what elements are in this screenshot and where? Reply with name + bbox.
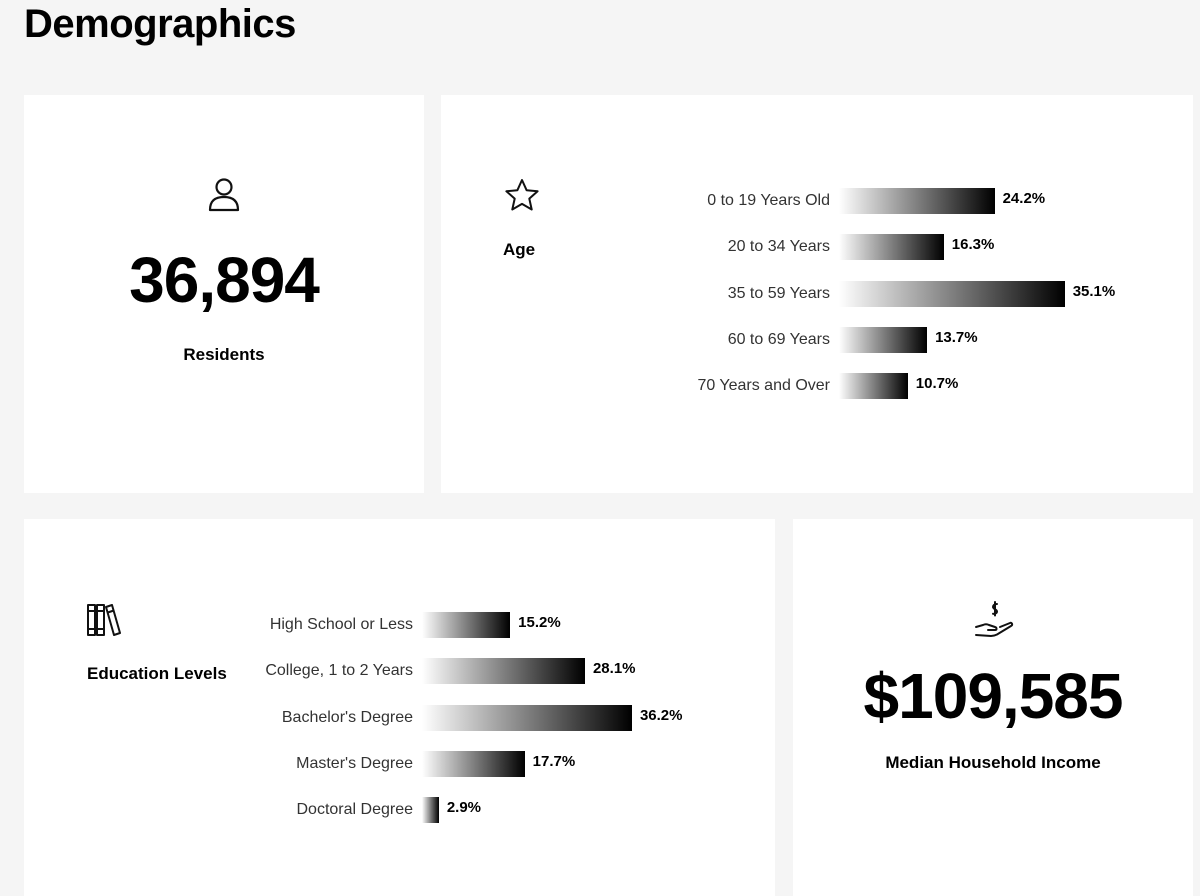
age-value-label: 24.2% [1002,190,1046,207]
age-category-label: 20 to 34 Years [727,238,830,256]
age-value-label: 35.1% [1072,282,1116,300]
education-value-label: 15.2% [518,614,561,631]
education-bar [422,750,525,777]
income-value: $109,585 [863,660,1124,732]
residents-card: 36,894 Residents [24,95,424,493]
education-value-label: 28.1% [592,660,636,678]
education-chart-title: Education Levels [87,664,227,683]
education-category-label: Bachelor's Degree [281,708,413,726]
person-icon [207,177,241,213]
education-value-label: 2.9% [446,799,482,817]
hand-dollar-icon [973,601,1015,639]
age-chart-title: Age [503,240,536,259]
education-category-label: Master's Degree [296,754,413,772]
age-bar [839,373,908,400]
star-icon [504,178,540,212]
education-category-label: Doctoral Degree [296,801,414,819]
age-card: Age 0 to 19 Years Old 24.2% 20 to 34 Years… [441,95,1193,493]
age-category-label: 60 to 69 Years [727,330,830,348]
age-value-label: 10.7% [915,375,959,393]
books-icon [86,602,122,638]
education-value-label: 17.7% [532,752,576,770]
education-card: Education Levels High School or Less 15.2… [24,519,775,896]
education-category-label: High School or Less [269,616,413,633]
residents-label: Residents [183,345,265,364]
age-bar [839,188,995,214]
age-bar [839,234,944,261]
age-value-label: 16.3% [951,236,995,254]
education-bar [422,797,439,824]
income-label: Median Household Income [885,753,1101,772]
page-title: Demographics [24,2,296,46]
age-category-label: 70 Years and Over [697,377,830,395]
age-category-label: 35 to 59 Years [727,284,830,302]
education-bar [422,658,585,685]
residents-count: 36,894 [129,244,320,316]
age-bar [839,326,928,353]
age-bar [839,280,1065,307]
age-category-label: 0 to 19 Years Old [707,192,830,209]
education-category-label: College, 1 to 2 Years [265,662,413,680]
education-bar [422,704,632,731]
education-bar [422,612,511,638]
age-value-label: 13.7% [935,328,978,346]
education-value-label: 36.2% [639,706,683,724]
income-card: $109,585 Median Household Income [793,519,1193,896]
